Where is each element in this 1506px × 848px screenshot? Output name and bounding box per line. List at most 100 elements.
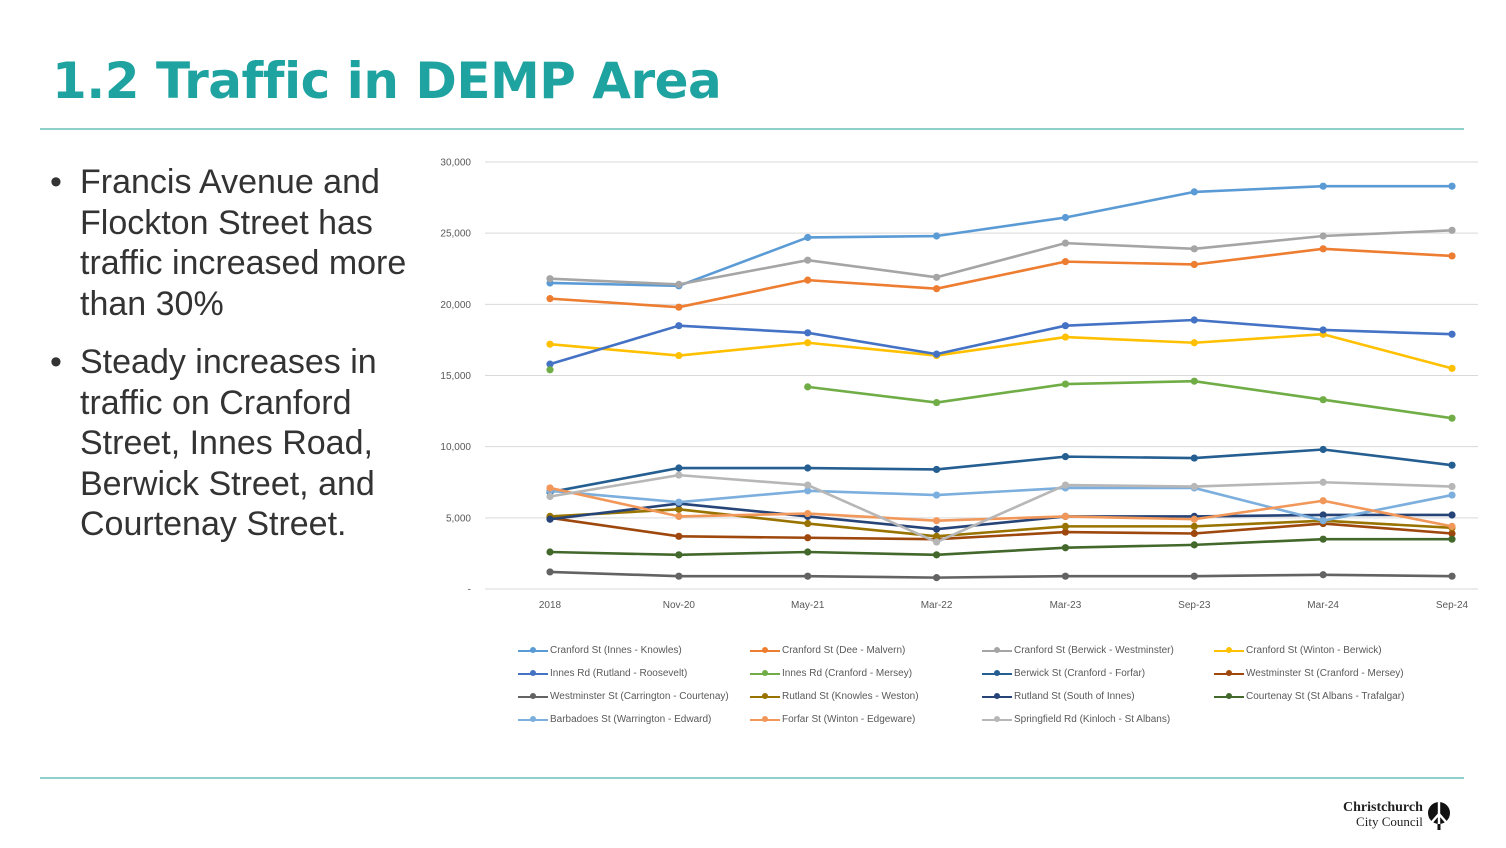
legend-swatch <box>1214 692 1244 699</box>
legend-label: Cranford St (Innes - Knowles) <box>550 645 682 656</box>
data-point <box>932 232 941 240</box>
data-point <box>932 532 941 540</box>
x-tick-label: May-21 <box>791 600 825 611</box>
legend-item: Berwick St (Cranford - Forfar) <box>982 666 1214 681</box>
legend-label: Rutland St (Knowles - Weston) <box>782 691 919 702</box>
data-point <box>1061 322 1070 330</box>
data-point <box>1319 232 1327 240</box>
data-point <box>1190 377 1198 385</box>
data-point <box>1061 333 1070 341</box>
data-point <box>932 538 941 546</box>
data-point <box>1448 461 1456 469</box>
x-tick-label: Sep-23 <box>1178 600 1211 611</box>
data-point <box>932 551 941 559</box>
y-tick-label: 5,000 <box>446 513 471 524</box>
data-point <box>546 366 554 374</box>
legend-swatch <box>518 715 548 722</box>
data-point <box>546 568 554 576</box>
series <box>546 316 1456 368</box>
data-point <box>1448 182 1456 190</box>
data-point <box>1448 252 1456 260</box>
data-point <box>1190 522 1198 530</box>
legend-item: Cranford St (Winton - Berwick) <box>1214 643 1446 658</box>
data-point <box>932 465 941 474</box>
data-point <box>804 572 812 580</box>
data-point <box>1448 414 1456 422</box>
series <box>546 471 1456 546</box>
data-point <box>1448 511 1456 519</box>
data-point <box>804 329 812 337</box>
data-point <box>932 273 941 281</box>
data-point <box>1319 182 1327 190</box>
data-point <box>675 512 683 521</box>
data-point <box>1319 396 1327 404</box>
legend-item: Forfar St (Winton - Edgeware) <box>750 712 982 727</box>
data-point <box>675 303 683 311</box>
legend-label: Cranford St (Winton - Berwick) <box>1246 645 1382 656</box>
data-point <box>932 398 941 407</box>
legend-swatch <box>750 692 780 699</box>
data-point <box>1061 239 1070 247</box>
data-point <box>675 464 683 472</box>
data-point <box>804 464 812 472</box>
data-point <box>1190 482 1198 491</box>
cathedral-spire-icon <box>1427 801 1450 830</box>
legend-label: Barbadoes St (Warrington - Edward) <box>550 714 712 725</box>
data-point <box>1319 326 1327 334</box>
series <box>546 366 1456 422</box>
bullet-item: Steady increases in traffic on Cranford … <box>50 342 445 545</box>
legend-item: Rutland St (South of Innes) <box>982 689 1214 704</box>
series-line <box>548 507 1454 538</box>
data-point <box>1448 529 1456 538</box>
series <box>546 226 1456 289</box>
series-line <box>548 332 1454 370</box>
series <box>546 484 1456 530</box>
series-line <box>548 516 1454 541</box>
data-point <box>546 275 554 283</box>
data-point <box>1061 453 1070 461</box>
legend-swatch <box>518 646 548 653</box>
legend-label: Westminster St (Carrington - Courtenay) <box>550 691 729 702</box>
data-point <box>1061 544 1070 552</box>
data-point <box>1190 529 1198 538</box>
slide-title: 1.2 Traffic in DEMP Area <box>52 52 722 110</box>
data-point <box>1190 245 1198 253</box>
data-point <box>1190 515 1198 523</box>
data-point <box>675 280 683 289</box>
data-point <box>675 505 683 513</box>
y-tick-label: - <box>468 585 471 596</box>
y-tick-label: 15,000 <box>440 371 471 382</box>
legend-label: Westminster St (Cranford - Mersey) <box>1246 668 1404 679</box>
legend-swatch <box>982 669 1012 676</box>
legend-label: Cranford St (Dee - Malvern) <box>782 645 906 656</box>
top-divider <box>40 128 1464 130</box>
data-point <box>1190 188 1198 196</box>
legend-swatch <box>518 692 548 699</box>
data-point <box>675 471 683 479</box>
y-tick-label: 25,000 <box>440 229 471 240</box>
legend-swatch <box>1214 646 1244 653</box>
data-point <box>1319 445 1327 454</box>
x-tick-label: Nov-20 <box>663 600 696 611</box>
series-line <box>548 537 1454 557</box>
data-point <box>546 360 554 368</box>
data-point <box>1448 330 1456 338</box>
data-point <box>1061 522 1070 530</box>
series-line <box>806 379 1454 420</box>
data-point <box>1190 260 1198 269</box>
y-axis: - 5,000 10,000 15,000 20,000 25,000 30,000 <box>440 158 471 596</box>
series-line <box>548 570 1454 579</box>
legend-label: Innes Rd (Rutland - Roosevelt) <box>550 668 688 679</box>
data-point <box>932 525 941 533</box>
legend-item: Cranford St (Dee - Malvern) <box>750 643 982 658</box>
data-point <box>675 351 683 360</box>
legend-swatch <box>750 715 780 722</box>
legend-label: Springfield Rd (Kinloch - St Albans) <box>1014 714 1171 725</box>
data-point <box>1061 258 1070 266</box>
series <box>546 245 1456 311</box>
data-point <box>1448 482 1456 491</box>
legend-item: Springfield Rd (Kinloch - St Albans) <box>982 712 1214 727</box>
data-point <box>804 256 812 264</box>
x-tick-label: 2018 <box>539 600 562 611</box>
data-point <box>804 383 812 391</box>
